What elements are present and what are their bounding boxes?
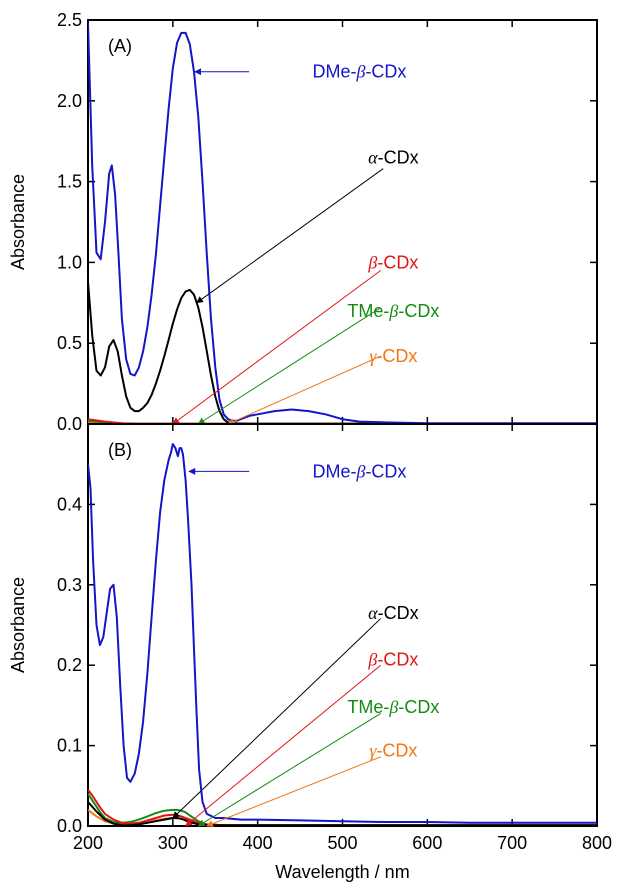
series-group — [88, 443, 597, 826]
x-tick-label: 200 — [73, 833, 103, 853]
series-line — [88, 23, 597, 424]
x-tick-label: 800 — [582, 833, 612, 853]
annotation-arrow — [196, 168, 384, 304]
panel-b: 0.0 0.1 0.2 0.3 0.4 200 300 400 500 600 700 800 Abso… — [8, 423, 612, 882]
annotation-arrow — [206, 756, 381, 827]
x-tick-label: 400 — [243, 833, 273, 853]
y-tick-label: 0.0 — [57, 414, 82, 434]
annotation-arrow — [197, 307, 381, 425]
y-tick-label: 1.5 — [57, 172, 82, 192]
x-tick-label: 700 — [497, 833, 527, 853]
y-tick-label: 2.0 — [57, 91, 82, 111]
panels: 0.0 0.5 1.0 1.5 2.0 2.5 Absorbance (A) DMe-β-CDx… — [8, 10, 612, 882]
y-tick-label: 0.5 — [57, 333, 82, 353]
series-label: α-CDx — [368, 603, 418, 623]
panel-a: 0.0 0.5 1.0 1.5 2.0 2.5 Absorbance (A) DMe-β-CDx… — [8, 10, 598, 434]
series-group — [88, 23, 597, 424]
annotation-arrow — [172, 618, 382, 819]
x-tick-label: 300 — [158, 833, 188, 853]
series-label: β-CDx — [367, 252, 418, 272]
series-label: γ-CDx — [369, 740, 417, 760]
y-tick-label: 0.1 — [57, 736, 82, 756]
series-label: β-CDx — [367, 650, 418, 670]
series-label: α-CDx — [368, 147, 418, 167]
panel-label: (B) — [108, 440, 132, 460]
series-label: DMe-β-CDx — [312, 62, 406, 82]
series-line — [88, 281, 597, 424]
y-axis-title: Absorbance — [8, 577, 28, 673]
series-label: TMe-β-CDx — [347, 697, 439, 717]
annotation-arrow — [172, 270, 381, 425]
series-label: TMe-β-CDx — [347, 301, 439, 321]
y-tick-label: 0.3 — [57, 575, 82, 595]
y-axis-title: Absorbance — [8, 174, 28, 270]
y-tick-label: 0.2 — [57, 655, 82, 675]
series-line — [88, 443, 597, 824]
x-axis-title: Wavelength / nm — [275, 862, 409, 882]
annotation-arrow — [197, 713, 381, 827]
y-tick-label: 0.0 — [57, 816, 82, 836]
series-label: γ-CDx — [369, 346, 417, 366]
annotation-arrow — [185, 664, 381, 827]
y-tick-label: 1.0 — [57, 252, 82, 272]
x-tick-label: 500 — [327, 833, 357, 853]
x-tick-label: 600 — [412, 833, 442, 853]
series-label: DMe-β-CDx — [312, 461, 406, 481]
y-tick-label: 0.4 — [57, 494, 82, 514]
annotation-arrow — [227, 355, 381, 425]
y-tick-label: 2.5 — [57, 10, 82, 30]
panel-label: (A) — [108, 36, 132, 56]
